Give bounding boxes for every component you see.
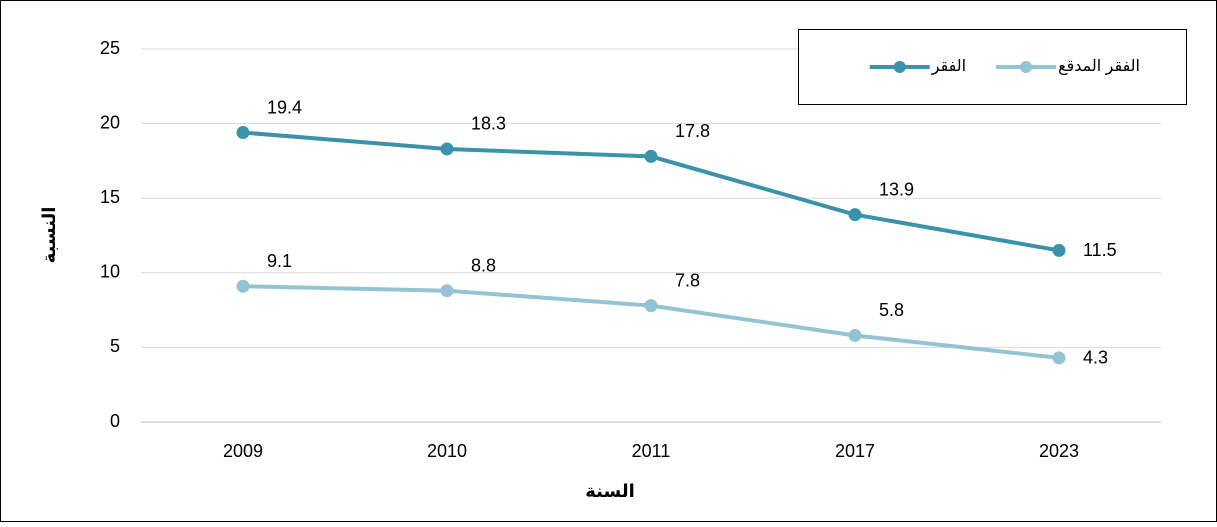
point bbox=[236, 126, 250, 140]
y-axis-label: النسبة bbox=[39, 207, 59, 264]
data-label: 19.4 bbox=[267, 97, 302, 117]
data-label: 5.8 bbox=[879, 300, 904, 320]
data-label: 4.3 bbox=[1083, 348, 1108, 368]
x-tick-label: 2011 bbox=[632, 441, 671, 461]
data-label: 11.5 bbox=[1083, 240, 1117, 260]
y-tick-label: 0 bbox=[110, 411, 120, 431]
legend-marker bbox=[893, 61, 906, 73]
legend-box bbox=[798, 29, 1187, 105]
data-label: 7.8 bbox=[675, 270, 700, 290]
data-label: 17.8 bbox=[675, 121, 710, 141]
data-label: 13.9 bbox=[879, 179, 914, 199]
x-tick-label: 2023 bbox=[1039, 441, 1079, 461]
point bbox=[440, 142, 454, 156]
data-label: 8.8 bbox=[471, 255, 496, 275]
point bbox=[236, 279, 250, 293]
y-tick-label: 25 bbox=[100, 38, 120, 58]
x-axis-label: السنة bbox=[585, 481, 635, 501]
y-tick-label: 5 bbox=[110, 336, 120, 356]
point bbox=[440, 284, 454, 298]
data-label: 9.1 bbox=[267, 251, 292, 271]
data-label: 18.3 bbox=[471, 114, 506, 134]
point bbox=[1052, 351, 1066, 365]
y-tick-label: 10 bbox=[100, 262, 120, 282]
legend-label: الفقر المدقع bbox=[1058, 58, 1140, 76]
x-tick-label: 2017 bbox=[835, 441, 875, 461]
y-tick-label: 20 bbox=[100, 112, 120, 132]
x-tick-label: 2009 bbox=[223, 441, 263, 461]
x-tick-label: 2010 bbox=[427, 441, 467, 461]
y-tick-label: 15 bbox=[100, 187, 120, 207]
legend-label: الفقر bbox=[931, 58, 966, 76]
point bbox=[644, 149, 658, 163]
point bbox=[1052, 243, 1066, 257]
point bbox=[848, 208, 862, 222]
point bbox=[644, 299, 658, 313]
legend-marker bbox=[1020, 61, 1033, 73]
point bbox=[848, 328, 862, 342]
